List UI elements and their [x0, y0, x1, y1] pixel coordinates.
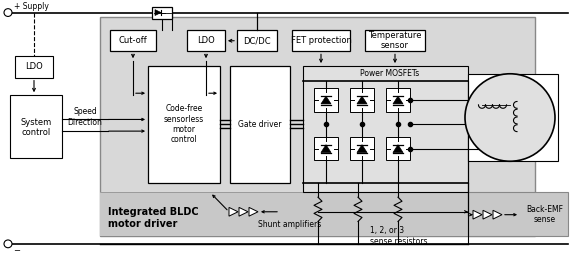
Bar: [148, 66, 220, 183]
Text: Speed: Speed: [73, 106, 97, 115]
Bar: [15, 56, 53, 78]
Circle shape: [4, 9, 12, 16]
Text: LDO: LDO: [197, 36, 215, 45]
Text: Power MOSFETs: Power MOSFETs: [360, 69, 419, 78]
Polygon shape: [357, 145, 367, 153]
Polygon shape: [239, 207, 248, 216]
Polygon shape: [473, 210, 482, 219]
Text: Cut-off: Cut-off: [119, 36, 147, 45]
Bar: [100, 17, 535, 236]
Polygon shape: [357, 96, 367, 104]
Text: −: −: [13, 246, 20, 255]
Polygon shape: [393, 96, 403, 104]
Bar: [237, 30, 277, 51]
Polygon shape: [229, 207, 238, 216]
Bar: [468, 74, 558, 161]
Polygon shape: [321, 96, 331, 104]
Polygon shape: [155, 10, 161, 15]
Text: Code-free
sensorless
motor
control: Code-free sensorless motor control: [164, 104, 204, 144]
Text: DC/DC: DC/DC: [243, 36, 271, 45]
Text: + Supply: + Supply: [14, 2, 49, 10]
Bar: [365, 30, 425, 51]
Text: Gate driver: Gate driver: [238, 120, 282, 129]
Bar: [110, 30, 156, 51]
Text: 1, 2, or 3
sense resistors: 1, 2, or 3 sense resistors: [370, 226, 427, 246]
Polygon shape: [321, 145, 331, 153]
Text: LDO: LDO: [25, 62, 43, 71]
Bar: [10, 95, 62, 158]
Bar: [350, 88, 374, 112]
Circle shape: [4, 240, 12, 248]
Text: Integrated BLDC
motor driver: Integrated BLDC motor driver: [108, 207, 199, 229]
Text: Back-EMF
sense: Back-EMF sense: [526, 205, 563, 225]
Bar: [152, 7, 172, 19]
Bar: [386, 88, 410, 112]
Bar: [292, 30, 350, 51]
Text: Direction: Direction: [67, 118, 103, 127]
Bar: [314, 137, 338, 160]
Polygon shape: [393, 145, 403, 153]
Polygon shape: [483, 210, 492, 219]
Bar: [230, 66, 290, 183]
Bar: [314, 88, 338, 112]
Polygon shape: [493, 210, 502, 219]
Bar: [350, 137, 374, 160]
Bar: [386, 137, 410, 160]
Text: Temperature
sensor: Temperature sensor: [368, 31, 422, 50]
Text: FET protection: FET protection: [290, 36, 351, 45]
Text: Shunt amplifiers: Shunt amplifiers: [259, 220, 321, 229]
Circle shape: [465, 74, 555, 161]
Text: System
control: System control: [20, 118, 52, 137]
Bar: [187, 30, 225, 51]
Polygon shape: [249, 207, 258, 216]
Bar: [468, 192, 568, 236]
Bar: [100, 192, 470, 236]
Bar: [303, 66, 468, 192]
